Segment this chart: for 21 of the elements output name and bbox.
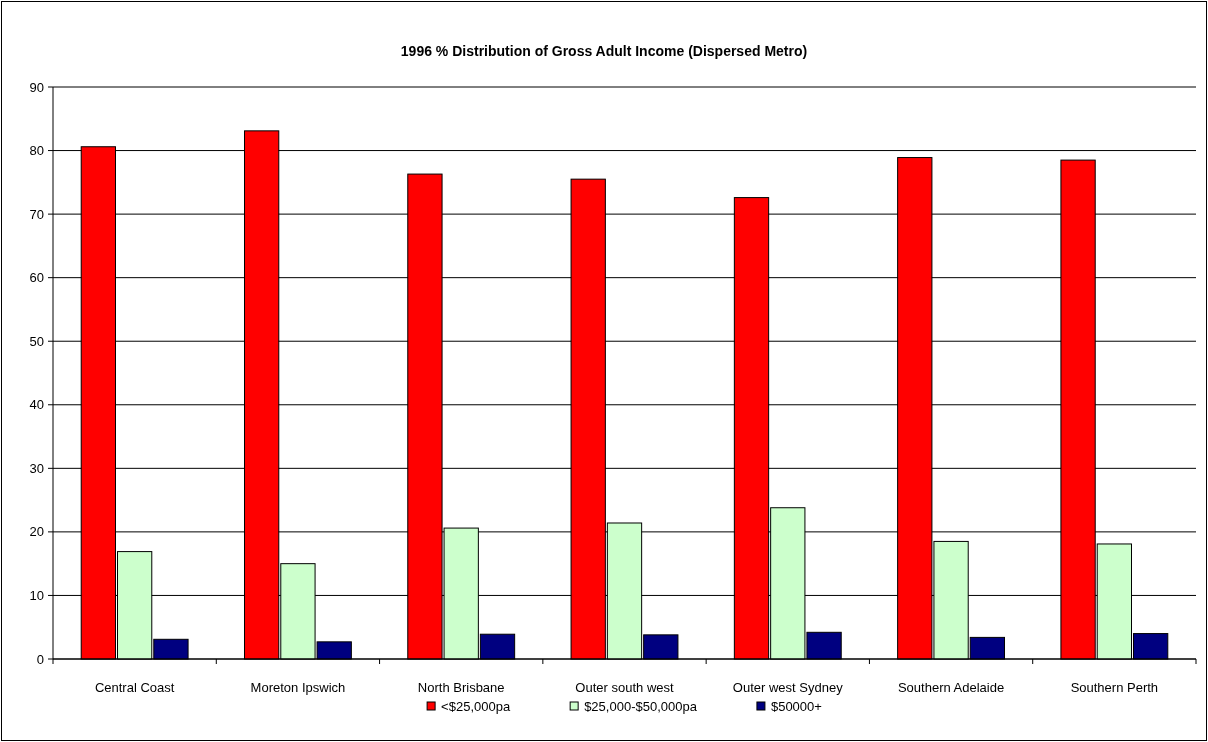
x-tick-label: Outer west Sydney (732, 680, 844, 695)
y-tick-label: 0 (36, 651, 44, 667)
y-tick-label: 60 (29, 270, 44, 286)
x-tick-label: Central Coast (94, 680, 175, 695)
y-tick-label: 50 (29, 333, 44, 349)
y-tick-label: 80 (29, 143, 44, 159)
legend-label: <$25,000pa (441, 699, 511, 714)
x-tick-label: Moreton Ipswich (250, 680, 346, 695)
y-tick-label: 90 (29, 79, 44, 95)
x-tick-label: Outer south west (575, 680, 675, 695)
x-tick-label: North Brisbane (417, 680, 505, 695)
y-tick-label: 30 (29, 460, 44, 476)
legend-label: $25,000-$50,000pa (584, 699, 698, 714)
y-tick-label: 20 (29, 524, 44, 540)
y-tick-label: 10 (29, 587, 44, 603)
legend-label: $50000+ (770, 699, 822, 714)
chart-title: 1996 % Distribution of Gross Adult Income (Dispersed Metro) (400, 43, 808, 59)
x-tick-label: Southern Perth (1070, 680, 1159, 695)
x-tick-label: Southern Adelaide (897, 680, 1005, 695)
y-tick-label: 40 (29, 397, 44, 413)
y-tick-label: 70 (29, 206, 44, 222)
